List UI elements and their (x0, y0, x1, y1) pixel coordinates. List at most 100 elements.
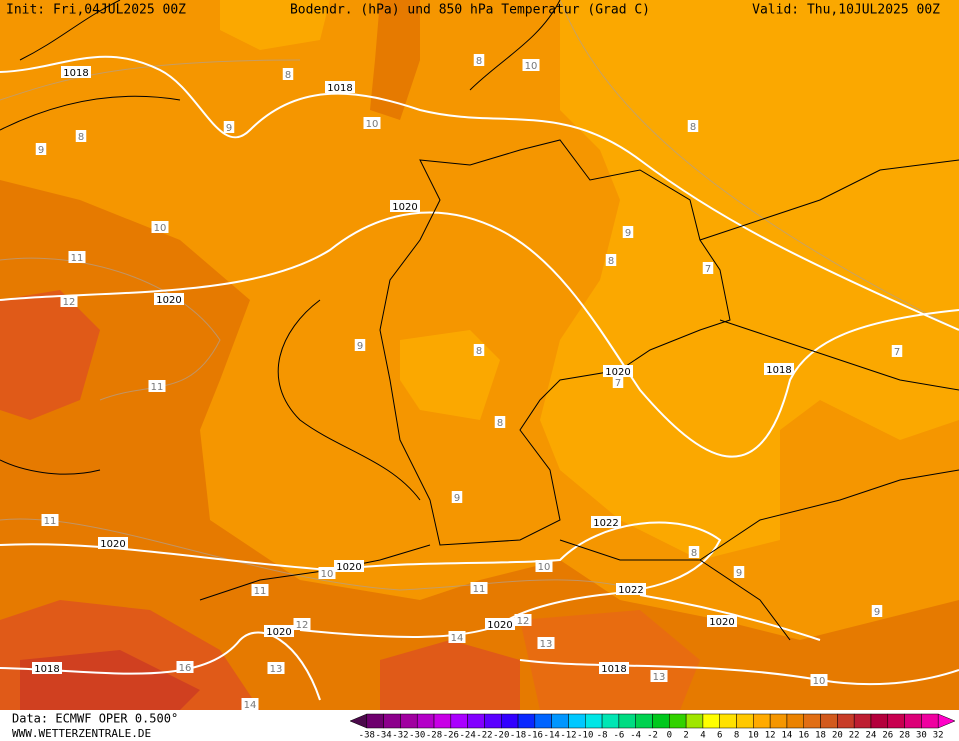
isobar (0, 55, 959, 331)
temperature-label: 13 (540, 639, 553, 650)
isobar-label: 1018 (34, 664, 59, 675)
label-box (60, 295, 78, 307)
temperature-label: 13 (270, 664, 283, 675)
colorbar-label: -30 (409, 731, 425, 741)
isobar-label: 1020 (266, 627, 291, 638)
label-box (707, 615, 737, 627)
label-box (650, 670, 668, 682)
label-box (599, 662, 629, 674)
label-box (451, 491, 463, 503)
colorbar: -38 -34 -32 -30 -28 -26 -24 -22 -20 -18 -16 -14 -12-… (349, 713, 956, 741)
colorbar-swatch (904, 713, 922, 729)
colorbar-label: -18 (510, 731, 526, 741)
label-box (148, 380, 166, 392)
temperature-label: 11 (71, 253, 84, 264)
colorbar-swatch (601, 713, 620, 729)
temp-field (20, 650, 200, 710)
colorbar-label: -28 (426, 731, 442, 741)
label-box (810, 674, 828, 686)
colorbar-label: -14 (544, 731, 560, 741)
label-box (473, 344, 485, 356)
colorbar-label: 14 (782, 731, 793, 741)
temperature-label: 8 (691, 548, 697, 559)
label-box (98, 537, 128, 549)
temperature-label: 10 (366, 119, 379, 130)
temperature-label: 8 (497, 418, 503, 429)
label-box (448, 631, 466, 643)
temperature-label: 16 (179, 663, 192, 674)
colorbar-swatch (736, 713, 754, 729)
label-box (363, 117, 381, 129)
colorbar-label: 0 (667, 731, 672, 741)
colorbar-swatch (416, 713, 435, 729)
colorbar-label: -34 (375, 731, 391, 741)
temperature-label: 10 (525, 61, 538, 72)
temperature-label: 7 (894, 347, 900, 358)
label-box (535, 560, 553, 572)
temperature-label: 11 (151, 382, 164, 393)
colorbar-label: 12 (765, 731, 776, 741)
colorbar-swatch (467, 713, 485, 729)
label-box (764, 363, 794, 375)
colorbar-swatch (618, 713, 636, 729)
isobar-label: 1020 (605, 367, 630, 378)
init-text: Init: Fri,04JUL2025 00Z (6, 3, 186, 18)
colorbar-label: -22 (476, 731, 492, 741)
label-box (151, 221, 169, 233)
label-box (32, 662, 62, 674)
temperature-label: 10 (813, 676, 826, 687)
colorbar-swatch (769, 713, 788, 729)
isobar-label: 1020 (709, 617, 734, 628)
colorbar-label: -16 (527, 731, 543, 741)
colorbar-swatch (803, 713, 821, 729)
colorbar-label: -8 (597, 731, 608, 741)
temp-field (520, 610, 700, 710)
temperature-label: 9 (38, 145, 44, 156)
colorbar-label: -4 (630, 731, 641, 741)
isobar-label: 1020 (392, 202, 417, 213)
isobar-label: 1018 (601, 664, 626, 675)
label-box (605, 254, 617, 266)
temp-field (370, 0, 420, 120)
colorbar-label: 30 (916, 731, 927, 741)
data-source: Data: ECMWF OPER 0.500° (12, 712, 178, 726)
colorbar-swatch (400, 713, 418, 729)
colorbar-label: 22 (849, 731, 860, 741)
label-box (616, 583, 646, 595)
label-box (241, 698, 259, 710)
colorbar-label: -6 (613, 731, 624, 741)
isobar (0, 631, 321, 701)
colorbar-label: 6 (717, 731, 722, 741)
temp-field (540, 0, 959, 560)
valid-text: Valid: Thu,10JUL2025 00Z (752, 3, 940, 18)
label-box (494, 416, 506, 428)
label-box (354, 339, 366, 351)
temperature-label: 12 (296, 620, 309, 631)
colorbar-label: 2 (683, 731, 688, 741)
label-box (687, 120, 699, 132)
colorbar-swatch (652, 713, 670, 729)
colorbar-swatch (484, 713, 502, 729)
colorbar-swatch (753, 713, 771, 729)
temp-contour (0, 518, 641, 591)
label-box (622, 226, 634, 238)
colorbar-swatch (450, 713, 468, 729)
label-box (733, 566, 745, 578)
colorbar-label: 4 (700, 731, 705, 741)
label-box (514, 614, 532, 626)
colorbar-swatch (635, 713, 653, 729)
map-title: Bodendr. (hPa) und 850 hPa Temperatur (G… (290, 3, 650, 18)
temperature-label: 12 (63, 297, 76, 308)
colorbar-label: 10 (748, 731, 759, 741)
label-box (41, 514, 59, 526)
label-box (522, 59, 540, 71)
colorbar-label: -38 (359, 731, 375, 741)
label-box (293, 618, 311, 630)
colorbar-swatch (433, 713, 452, 729)
temp-field (220, 0, 330, 50)
label-box (282, 68, 294, 80)
label-box (61, 66, 91, 78)
colorbar-swatch (719, 713, 737, 729)
